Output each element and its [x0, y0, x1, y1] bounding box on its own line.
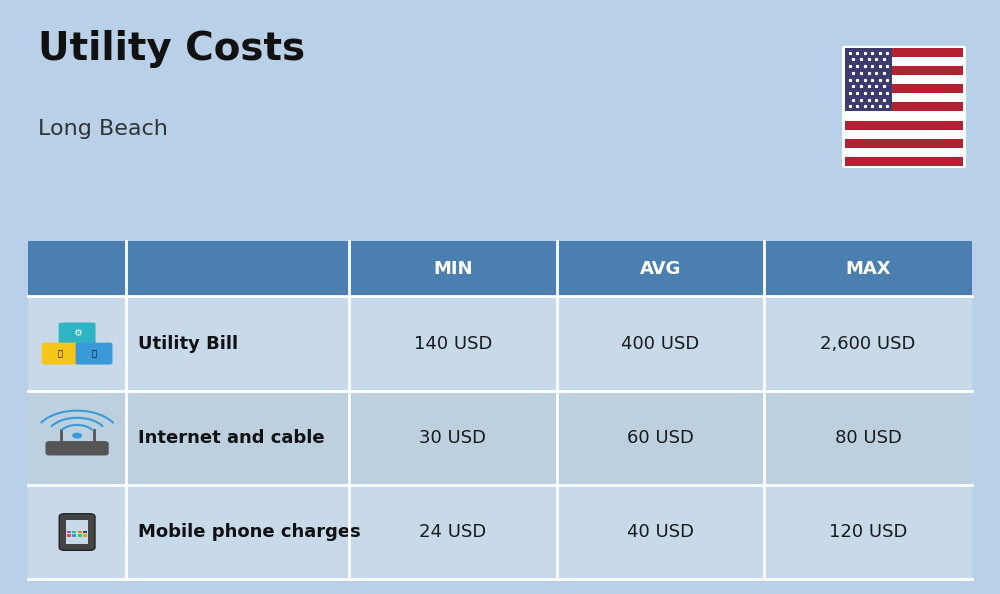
Text: 400 USD: 400 USD [621, 334, 700, 353]
Bar [67, 535, 71, 536]
Text: 30 USD: 30 USD [419, 429, 486, 447]
Bar [78, 531, 82, 533]
Bar [72, 535, 76, 536]
Bar [28, 241, 972, 296]
Bar [845, 48, 963, 56]
FancyBboxPatch shape [59, 323, 96, 345]
Bar [845, 112, 963, 121]
Bar [66, 520, 88, 544]
FancyBboxPatch shape [59, 514, 95, 550]
Text: MIN: MIN [433, 260, 473, 277]
Text: 60 USD: 60 USD [627, 429, 694, 447]
Text: AVG: AVG [640, 260, 681, 277]
Text: 120 USD: 120 USD [829, 523, 907, 541]
Bar [28, 391, 972, 485]
Bar [28, 296, 972, 391]
Bar [845, 129, 963, 139]
Bar [845, 66, 963, 75]
FancyBboxPatch shape [76, 343, 112, 365]
Text: Utility Bill: Utility Bill [138, 334, 238, 353]
FancyBboxPatch shape [45, 441, 109, 456]
Text: Long Beach: Long Beach [38, 119, 168, 139]
FancyBboxPatch shape [842, 46, 966, 168]
Bar [845, 102, 963, 112]
Bar [845, 121, 963, 129]
Bar [845, 48, 892, 112]
Text: 💧: 💧 [92, 349, 97, 358]
Text: Internet and cable: Internet and cable [138, 429, 325, 447]
Bar [67, 531, 71, 533]
Text: Mobile phone charges: Mobile phone charges [138, 523, 361, 541]
Bar [845, 84, 963, 93]
Text: ⚙: ⚙ [73, 328, 81, 339]
Bar [845, 148, 963, 157]
Bar [83, 535, 87, 536]
Text: 24 USD: 24 USD [419, 523, 486, 541]
Bar [845, 139, 963, 148]
Circle shape [72, 432, 82, 438]
Bar [72, 531, 76, 533]
Bar [83, 531, 87, 533]
Bar [845, 157, 963, 166]
Text: 🔌: 🔌 [58, 349, 63, 358]
Bar [28, 485, 972, 579]
Bar [78, 535, 82, 536]
Text: MAX: MAX [845, 260, 891, 277]
Text: 80 USD: 80 USD [835, 429, 902, 447]
Text: 140 USD: 140 USD [414, 334, 492, 353]
FancyBboxPatch shape [42, 343, 79, 365]
Text: 40 USD: 40 USD [627, 523, 694, 541]
Bar [845, 75, 963, 84]
Text: 2,600 USD: 2,600 USD [820, 334, 916, 353]
Bar [845, 56, 963, 66]
Bar [845, 93, 963, 102]
Text: Utility Costs: Utility Costs [38, 30, 305, 68]
